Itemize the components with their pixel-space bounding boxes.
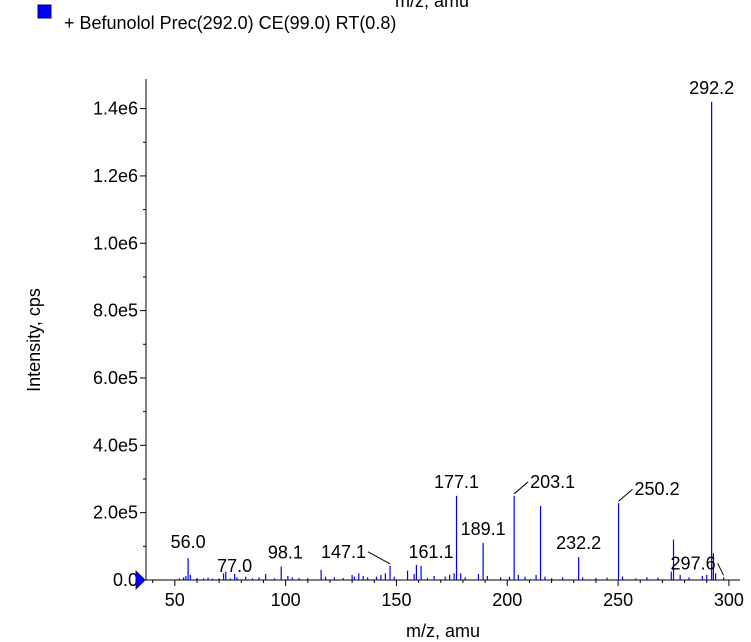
peak-label: 232.2 <box>556 533 601 553</box>
y-tick-label: 0.0 <box>113 570 138 590</box>
y-tick-label: 1.4e6 <box>93 99 138 119</box>
legend-swatch-icon <box>37 4 52 19</box>
peak-label-leader <box>513 481 529 495</box>
x-tick-label: 250 <box>603 590 633 610</box>
peak-label: 161.1 <box>409 542 454 562</box>
y-tick-label: 4.0e5 <box>93 435 138 455</box>
y-tick-label: 1.2e6 <box>93 166 138 186</box>
peak-label: 177.1 <box>434 472 479 492</box>
y-tick-label: 2.0e5 <box>93 503 138 523</box>
x-tick-label: 50 <box>165 590 185 610</box>
peak-label: 189.1 <box>461 519 506 539</box>
peak-label: 292.2 <box>689 78 734 98</box>
x-tick-label: 300 <box>714 590 744 610</box>
peak-label: 77.0 <box>217 556 252 576</box>
legend-entry: + Befunolol Prec(292.0) CE(99.0) RT(0.8) <box>64 13 396 33</box>
y-tick-label: 8.0e5 <box>93 301 138 321</box>
peak-label-leader <box>618 488 633 502</box>
y-tick-label: 1.0e6 <box>93 233 138 253</box>
plot-area: 0.0 2.0e5 4.0e5 6.0e5 8.0e5 1.0e6 1.2e6 1.4e6 50… <box>93 78 744 610</box>
origin-marker-icon <box>135 570 146 590</box>
peak-label: 250.2 <box>635 479 680 499</box>
y-axis-label: Intensity, cps <box>24 288 44 392</box>
peak-label: 98.1 <box>268 543 303 563</box>
x-tick-label: 150 <box>381 590 411 610</box>
truncated-top-text: m/z, amu <box>395 0 469 11</box>
x-axis-label: m/z, amu <box>406 621 480 641</box>
peak-label-leader <box>717 563 725 576</box>
peak-label: 56.0 <box>171 532 206 552</box>
x-tick-label: 200 <box>492 590 522 610</box>
peak-label: 147.1 <box>321 542 366 562</box>
x-tick-label: 100 <box>271 590 301 610</box>
peak-label: 297.6 <box>671 553 716 573</box>
peak-label-leader <box>367 551 391 565</box>
y-tick-label: 6.0e5 <box>93 368 138 388</box>
peak-label: 203.1 <box>530 472 575 492</box>
